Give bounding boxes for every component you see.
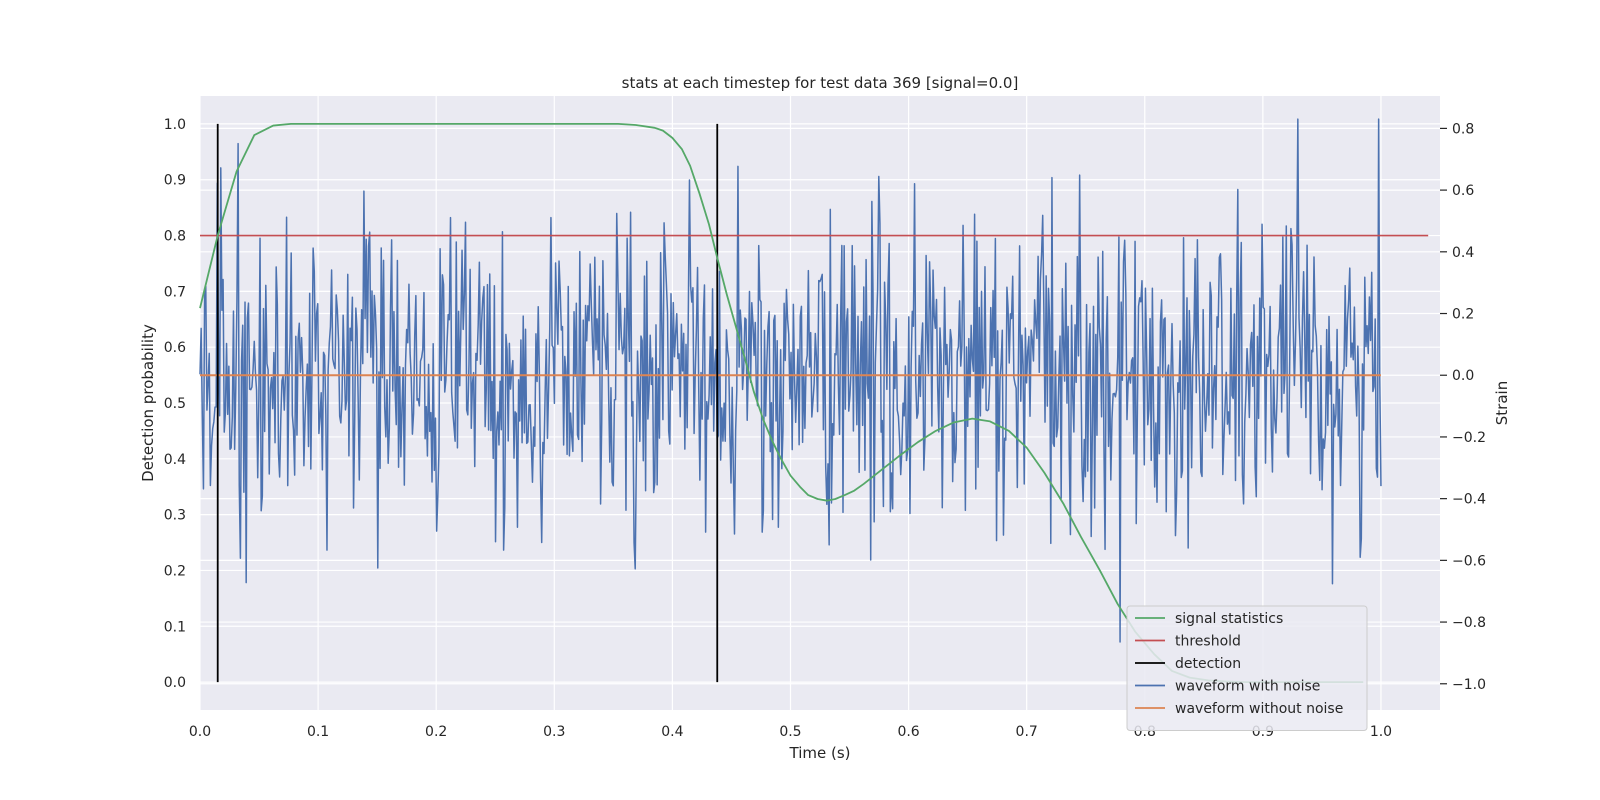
y-axis-ticks: 0.0 0.1 0.2 0.3 0.4 0.5 0.6 0.7 0.8 0.9 1.0 [164, 117, 186, 691]
y2-axis-ticks: −1.0 −0.8 −0.6 −0.4 −0.2 0.0 0.2 0.4 0.6 0.8 [1440, 121, 1486, 693]
x-tick-label: 1.0 [1370, 724, 1392, 740]
y2-tick-label: 0.0 [1452, 368, 1474, 384]
y-tick-label: 0.4 [164, 452, 186, 468]
x-tick-label: 0.3 [543, 724, 565, 740]
legend: signal statistics threshold detection wavef… [1126, 605, 1368, 731]
y2-tick-label: 0.4 [1452, 245, 1474, 261]
legend-box [1126, 605, 1368, 731]
legend-label-waveform-with-noise: waveform with noise [1175, 679, 1320, 695]
y-tick-label: 0.6 [164, 340, 186, 356]
y2-tick-label: 0.8 [1452, 121, 1474, 137]
y-tick-label: 0.0 [164, 675, 186, 691]
legend-label-detection: detection [1175, 656, 1241, 672]
y2-tick-label: −0.4 [1452, 492, 1486, 508]
y2-tick-label: −0.2 [1452, 430, 1486, 446]
y2-tick-label: −0.8 [1452, 615, 1486, 631]
x-tick-label: 0.2 [425, 724, 447, 740]
x-tick-label: 0.1 [307, 724, 329, 740]
y-tick-label: 0.3 [164, 508, 186, 524]
x-tick-label: 0.4 [661, 724, 683, 740]
legend-label-threshold: threshold [1175, 634, 1241, 650]
legend-label-waveform-without-noise: waveform without noise [1175, 701, 1343, 717]
chart-title: stats at each timestep for test data 369… [622, 74, 1019, 92]
legend-label-signal-statistics: signal statistics [1175, 611, 1283, 627]
y-tick-label: 0.9 [164, 173, 186, 189]
x-tick-label: 0.0 [189, 724, 211, 740]
y-axis-label: Detection probability [139, 324, 157, 482]
y2-tick-label: −0.6 [1452, 553, 1486, 569]
y-tick-label: 0.7 [164, 284, 186, 300]
y-tick-label: 0.5 [164, 396, 186, 412]
y2-tick-label: −1.0 [1452, 677, 1486, 693]
y-tick-label: 0.1 [164, 619, 186, 635]
x-axis-ticks: 0.0 0.1 0.2 0.3 0.4 0.5 0.6 0.7 0.8 0.9 1.0 [189, 724, 1392, 740]
x-tick-label: 0.7 [1016, 724, 1038, 740]
y-tick-label: 0.2 [164, 563, 186, 579]
y-tick-label: 0.8 [164, 229, 186, 245]
y2-tick-label: 0.6 [1452, 183, 1474, 199]
y2-tick-label: 0.2 [1452, 307, 1474, 323]
x-tick-label: 0.5 [779, 724, 801, 740]
x-tick-label: 0.6 [897, 724, 919, 740]
y-tick-label: 1.0 [164, 117, 186, 133]
x-axis-label: Time (s) [789, 744, 851, 762]
y2-axis-label: Strain [1493, 381, 1511, 425]
